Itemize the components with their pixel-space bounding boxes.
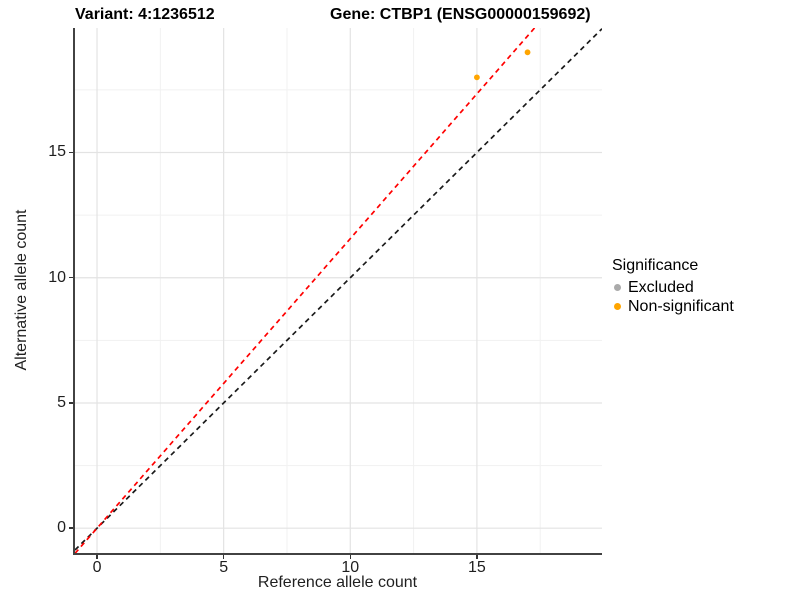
- x-tick-label: 0: [92, 559, 102, 576]
- x-tick-mark: [476, 555, 478, 559]
- x-tick-label: 5: [219, 559, 229, 576]
- legend-entries: Excluded Non-significant: [612, 278, 734, 316]
- legend-title: Significance: [612, 257, 699, 274]
- legend-entry-label: Excluded: [628, 279, 694, 296]
- fit-line: [75, 28, 536, 553]
- y-tick-label: 15: [48, 143, 66, 161]
- legend-point-icon: [614, 303, 621, 310]
- y-tick-label: 0: [57, 519, 66, 537]
- variant-title: Variant: 4:1236512: [75, 6, 215, 23]
- y-tick-mark: [69, 402, 73, 404]
- plot-canvas: [75, 28, 602, 553]
- x-tick-label: 15: [467, 559, 486, 576]
- legend-entry: Excluded: [612, 278, 734, 297]
- y-tick-mark: [69, 527, 73, 529]
- x-tick-mark: [96, 555, 98, 559]
- data-point: [524, 49, 531, 56]
- y-tick-mark: [69, 151, 73, 154]
- y-tick-mark: [69, 276, 73, 279]
- x-tick-mark: [222, 555, 225, 559]
- gene-title: Gene: CTBP1 (ENSG00000159692): [330, 6, 591, 23]
- legend-point-icon: [614, 284, 621, 291]
- data-point: [473, 74, 480, 81]
- plot-panel: [73, 28, 602, 555]
- legend-entry-label: Non-significant: [628, 298, 734, 315]
- legend-entry: Non-significant: [612, 297, 734, 316]
- y-tick-label: 5: [57, 393, 66, 411]
- y-tick-label: 10: [48, 268, 66, 286]
- x-tick-mark: [349, 555, 352, 559]
- identity-line: [75, 28, 602, 551]
- x-axis-title: Reference allele count: [257, 574, 418, 591]
- y-axis-title: Alternative allele count: [13, 209, 30, 371]
- x-tick-label: 10: [341, 559, 360, 576]
- legend: Significance Excluded Non-significant: [612, 256, 734, 316]
